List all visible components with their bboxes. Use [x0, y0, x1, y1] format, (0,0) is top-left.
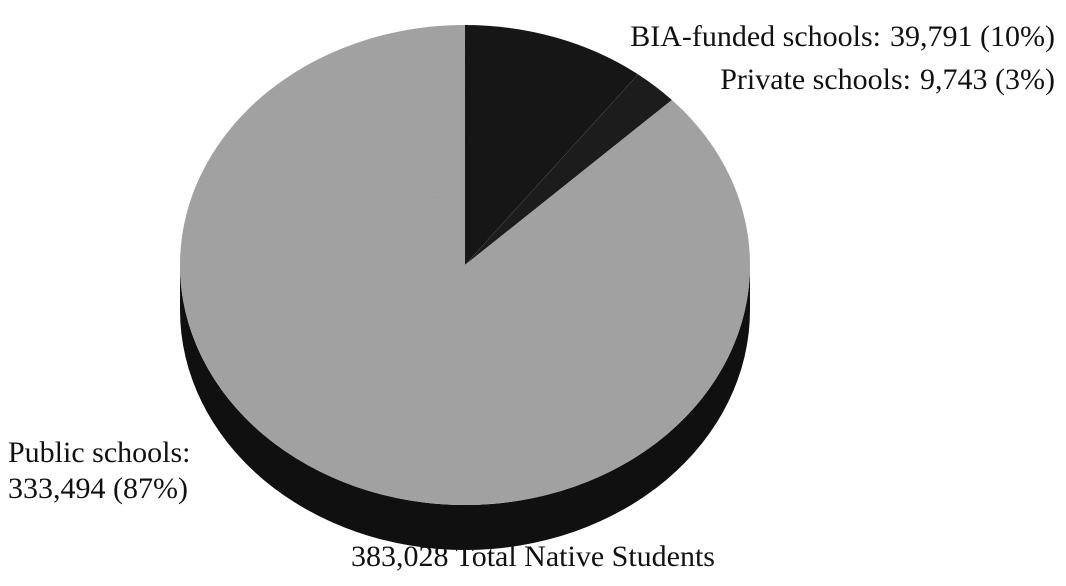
pie-slice: [465, 74, 672, 266]
pie-slice: [465, 25, 639, 265]
caption: 383,028 Total Native Students: [351, 540, 715, 573]
slice-value-label: 9,743 (3%): [920, 63, 1055, 96]
slice-label: BIA-funded schools: 39,791 (10%): [630, 20, 1055, 53]
slice-name: Public schools:: [8, 436, 191, 469]
slice-name: BIA-funded schools:: [630, 20, 881, 53]
slice-value-label: 333,494 (87%): [8, 472, 188, 505]
slice-label: Public schools: 333,494 (87%): [8, 436, 191, 505]
pie-slices: [179, 25, 750, 505]
slice-name: Private schools:: [720, 63, 911, 96]
pie-slice: [179, 25, 750, 505]
pie-side: [180, 265, 750, 550]
slice-value-label: 39,791 (10%): [890, 20, 1055, 53]
slice-label: Private schools: 9,743 (3%): [720, 63, 1055, 96]
